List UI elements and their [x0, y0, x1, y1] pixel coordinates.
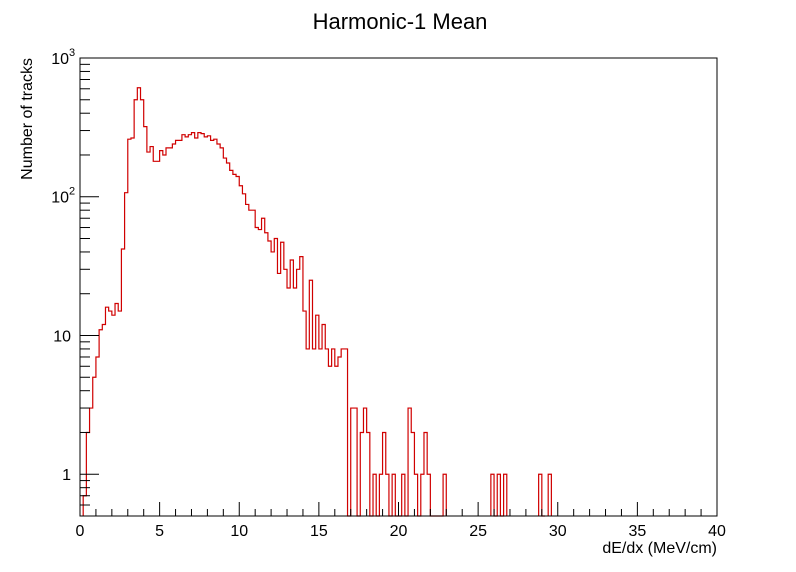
histogram-bin [242, 194, 245, 516]
histogram-bin [118, 311, 121, 516]
chart-title: Harmonic-1 Mean [313, 9, 488, 34]
y-tick-exponent: 2 [69, 186, 75, 198]
histogram-bin [217, 144, 220, 516]
histogram-bin [262, 218, 265, 516]
histogram-bin [137, 88, 140, 516]
histogram-bin [115, 304, 118, 516]
histogram-bin [335, 366, 338, 516]
histogram-bin [128, 139, 131, 516]
x-tick-label: 30 [549, 523, 567, 540]
x-tick-label: 35 [628, 523, 646, 540]
histogram-bin [319, 349, 322, 516]
x-tick-label: 5 [155, 523, 164, 540]
histogram-bin [290, 260, 293, 516]
histogram-bin [274, 239, 277, 516]
histogram-bin [277, 273, 280, 516]
histogram-bin [328, 366, 331, 516]
histogram-bin [246, 204, 249, 516]
histogram-bin [211, 140, 214, 516]
histogram-bin [223, 158, 226, 516]
histogram-bin [105, 307, 108, 516]
histogram-bin [207, 136, 210, 516]
histogram-bin [109, 311, 112, 516]
histogram-bin [268, 241, 271, 516]
histogram-bin [239, 186, 242, 516]
x-tick-label: 20 [390, 523, 408, 540]
histogram-bin [198, 133, 201, 516]
y-tick-exponent: 3 [69, 47, 75, 59]
histogram-bin [150, 147, 153, 516]
histogram-bin [134, 100, 137, 516]
histogram-bin [233, 174, 236, 516]
histogram-bin [214, 139, 217, 516]
histogram-bin [182, 135, 185, 516]
histogram-bin [166, 148, 169, 516]
plot-frame [79, 57, 718, 517]
histogram-bin [201, 134, 204, 516]
histogram-bin [249, 210, 252, 516]
histogram-bin [287, 288, 290, 516]
y-tick-label: 10 [51, 51, 69, 68]
histogram-bin [204, 137, 207, 516]
x-tick-label: 10 [230, 523, 248, 540]
histogram-bin [338, 357, 341, 516]
histogram-bin [188, 135, 191, 516]
x-tick-label: 0 [76, 523, 85, 540]
histogram-bin [147, 152, 150, 516]
histogram-bin [99, 330, 102, 516]
y-tick-label: 1 [62, 467, 71, 484]
histogram-bin [265, 233, 268, 516]
histogram-outline [82, 87, 552, 517]
histogram-bin [169, 148, 172, 516]
histogram-bin [325, 349, 328, 516]
histogram-bin [156, 161, 159, 516]
histogram-bin [297, 269, 300, 516]
histogram-bin [236, 176, 239, 516]
histogram-bin [153, 161, 156, 516]
histogram-bin [230, 170, 233, 516]
x-axis: 0 5 10 15 20 25 30 35 40 [76, 502, 726, 540]
histogram-bin [191, 133, 194, 516]
histogram-bin [341, 349, 344, 516]
histogram-bin [252, 210, 255, 516]
histogram-bin [144, 127, 147, 516]
histogram-bin [176, 140, 179, 516]
histogram-bin [306, 349, 309, 516]
histogram-bin [102, 325, 105, 517]
histogram-bin [281, 242, 284, 516]
histogram-bins [82, 87, 552, 517]
x-tick-label: 40 [708, 523, 726, 540]
histogram-bin [163, 155, 166, 516]
y-tick-label: 10 [51, 190, 69, 207]
histogram-bin [313, 349, 316, 516]
histogram-bin [271, 252, 274, 516]
histogram-bin [258, 230, 261, 516]
histogram-bin [293, 288, 296, 516]
histogram-bin [322, 325, 325, 517]
histogram-bin [131, 138, 134, 516]
histogram-bin [141, 100, 144, 516]
histogram-bin [220, 148, 223, 516]
histogram-bin [255, 228, 258, 516]
y-tick-label: 10 [53, 328, 71, 345]
x-axis-label: dE/dx (MeV/cm) [602, 540, 717, 557]
histogram-bin [195, 138, 198, 516]
histogram-bin [96, 357, 99, 516]
x-tick-label: 25 [469, 523, 487, 540]
histogram-bin [284, 269, 287, 516]
histogram-bin [172, 144, 175, 516]
histogram-bin [227, 163, 230, 516]
histogram-bin [160, 151, 163, 516]
histogram-bin [185, 137, 188, 516]
histogram-bin [332, 349, 335, 516]
histogram-bin [179, 140, 182, 516]
y-axis-label: Number of tracks [19, 58, 36, 180]
x-tick-label: 15 [310, 523, 328, 540]
histogram-bin [112, 315, 115, 516]
